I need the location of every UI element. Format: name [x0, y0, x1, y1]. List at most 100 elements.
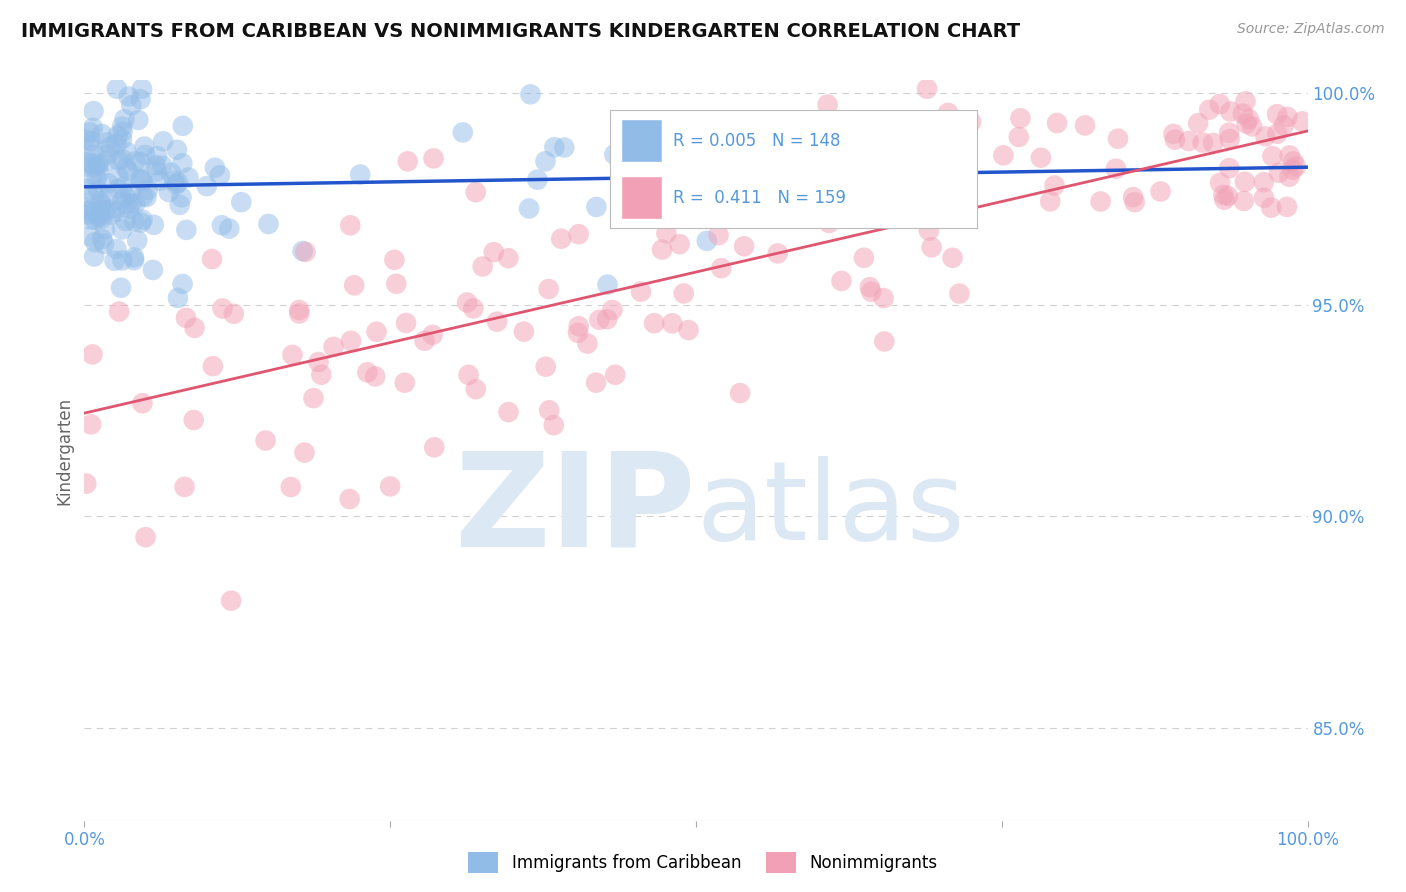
Point [111, 222, 134, 236]
Point [73, 132, 96, 146]
Point [97, 190, 120, 204]
Point [183, 413, 205, 427]
Point [602, 302, 624, 317]
Point [1236, 117, 1258, 131]
Point [707, 228, 730, 243]
Point [605, 368, 627, 382]
Point [710, 261, 733, 276]
Point [257, 217, 280, 231]
Point [1209, 176, 1232, 190]
Point [1090, 194, 1112, 209]
Point [1164, 133, 1187, 147]
Point [90, 127, 112, 141]
Point [132, 174, 155, 188]
Point [94, 154, 117, 169]
Point [166, 143, 188, 157]
Point [94, 203, 117, 218]
Point [1253, 191, 1275, 205]
Point [167, 176, 190, 190]
Point [100, 208, 122, 222]
Point [79, 229, 101, 244]
Point [576, 336, 599, 351]
Point [1253, 175, 1275, 189]
Point [456, 295, 478, 310]
Point [451, 125, 474, 139]
Point [1213, 193, 1236, 207]
Point [817, 97, 839, 112]
Point [291, 244, 314, 258]
Point [110, 281, 132, 295]
Point [1177, 134, 1199, 148]
Point [211, 301, 233, 316]
Point [567, 326, 589, 340]
Point [107, 153, 129, 168]
Point [149, 174, 172, 188]
Point [936, 106, 959, 120]
Point [288, 303, 311, 318]
Point [1265, 107, 1288, 121]
Point [1123, 195, 1146, 210]
Point [231, 195, 253, 210]
Point [177, 170, 200, 185]
Point [661, 316, 683, 330]
Point [553, 140, 575, 154]
Point [105, 137, 128, 152]
Point [150, 159, 173, 173]
Point [651, 243, 673, 257]
Point [498, 251, 520, 265]
Point [1218, 161, 1240, 175]
Point [118, 202, 141, 216]
Point [124, 154, 146, 169]
Point [134, 148, 156, 162]
Point [218, 221, 240, 235]
Point [77, 155, 100, 169]
Point [115, 145, 138, 159]
Point [852, 251, 875, 265]
Point [80, 171, 103, 186]
Point [107, 182, 129, 196]
Point [281, 348, 304, 362]
Point [394, 376, 416, 390]
Point [340, 334, 363, 348]
Point [142, 263, 165, 277]
Point [498, 405, 520, 419]
Point [661, 138, 683, 153]
Point [339, 491, 361, 506]
Point [83, 212, 105, 227]
Point [98, 140, 121, 154]
Point [97, 176, 120, 190]
Point [872, 291, 894, 305]
Point [1281, 162, 1303, 177]
Point [396, 154, 419, 169]
Point [170, 190, 193, 204]
Point [659, 141, 682, 155]
Point [1285, 160, 1308, 174]
Point [90, 211, 112, 226]
Point [80, 417, 103, 432]
Point [585, 200, 607, 214]
Point [457, 368, 479, 382]
Point [724, 169, 747, 184]
Point [385, 277, 408, 291]
Point [1282, 154, 1305, 169]
Point [1149, 185, 1171, 199]
Point [105, 81, 128, 95]
Point [655, 227, 678, 241]
Point [1291, 114, 1313, 128]
Point [897, 166, 920, 180]
Point [77, 208, 100, 222]
Point [75, 160, 97, 174]
Point [751, 163, 773, 178]
Point [596, 277, 619, 292]
Point [537, 282, 560, 296]
Point [1107, 131, 1129, 145]
Point [94, 222, 117, 236]
Point [364, 369, 387, 384]
Point [82, 120, 104, 135]
Point [1277, 110, 1299, 124]
Point [1254, 129, 1277, 144]
Point [183, 321, 205, 335]
Point [678, 323, 700, 337]
Point [111, 125, 134, 139]
Point [905, 164, 928, 178]
